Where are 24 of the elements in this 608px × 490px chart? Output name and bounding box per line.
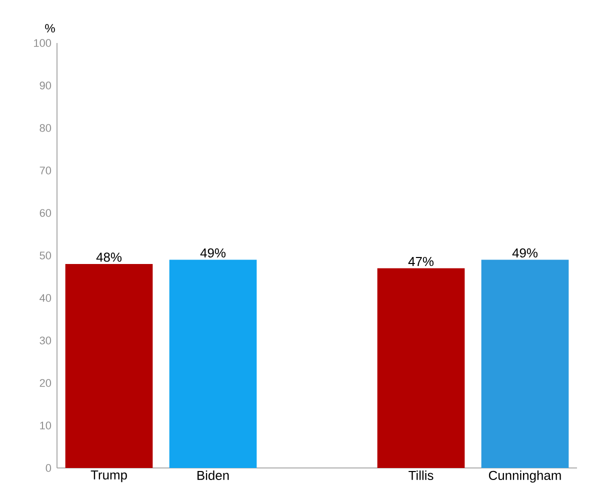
y-tick-label: 0 <box>46 464 52 472</box>
data-label: 48% <box>96 252 122 262</box>
y-tick-label: 30 <box>40 336 52 344</box>
y-tick-label: 60 <box>40 209 52 217</box>
y-tick-label: 90 <box>40 82 52 90</box>
y-tick-label: 50 <box>40 252 52 260</box>
x-tick-label: Tillis <box>408 470 434 480</box>
bar <box>65 264 153 468</box>
bar <box>169 260 257 468</box>
y-tick-label: 70 <box>40 166 52 174</box>
y-tick-label: 80 <box>40 124 52 132</box>
x-tick-label: Trump <box>90 470 127 482</box>
y-tick-label: 100 <box>34 39 52 47</box>
y-tick-label: 20 <box>40 379 52 387</box>
data-label: 47% <box>408 256 434 266</box>
bar <box>481 260 569 468</box>
y-axis-title: % <box>45 24 55 32</box>
x-tick-label: Biden <box>198 470 229 480</box>
y-tick-label: 10 <box>40 422 52 430</box>
bar <box>377 268 465 468</box>
x-tick-label: Cunningham <box>488 470 561 483</box>
data-label: 49% <box>200 248 226 258</box>
data-label: 49% <box>512 248 538 258</box>
y-tick-label: 40 <box>40 294 52 302</box>
